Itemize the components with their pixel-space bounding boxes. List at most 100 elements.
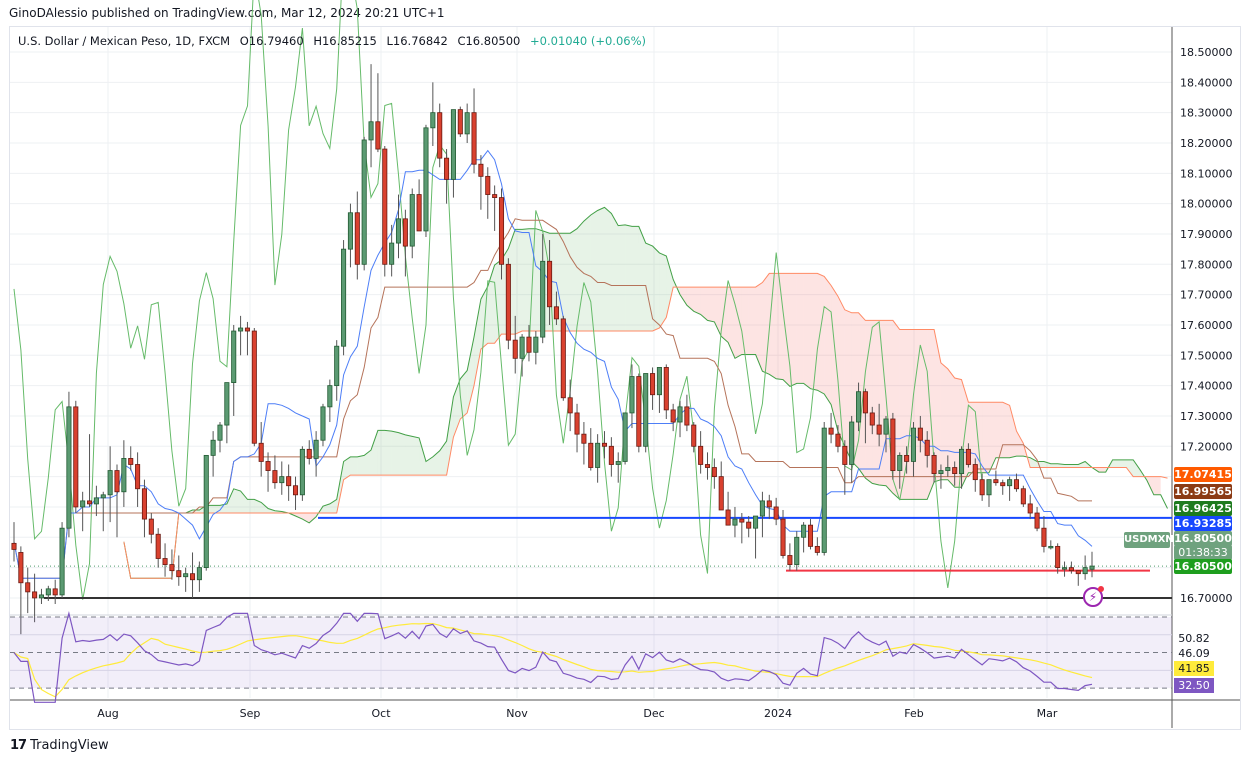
candle-body <box>1027 503 1033 514</box>
candle-body <box>904 454 910 462</box>
ichimoku-cloud <box>419 437 426 476</box>
candle-body <box>656 367 662 396</box>
ichimoku-cloud <box>583 215 591 332</box>
candle-body <box>11 542 17 550</box>
price-tick-label: 16.70000 <box>1180 592 1233 605</box>
rsi-ma-line <box>13 622 1093 698</box>
time-tick-label: 2024 <box>764 707 792 720</box>
candle-body <box>327 385 333 408</box>
ichimoku-cloud <box>995 402 1003 458</box>
ichimoku-cloud <box>989 402 996 473</box>
rsi-value-tag: 32.50 <box>1174 678 1214 693</box>
candle-body <box>368 121 374 141</box>
rsi-level-label-1: 50.82 <box>1178 632 1210 645</box>
brand-name[interactable]: TradingView <box>30 738 109 753</box>
candle-body <box>231 330 237 383</box>
ichimoku-cloud <box>343 456 351 480</box>
candle-body <box>169 564 175 572</box>
ichimoku-cloud <box>783 273 790 387</box>
candle-body <box>842 445 848 465</box>
candle-body <box>993 479 999 484</box>
kijun-sen-tag: 16.99565 <box>1174 484 1232 499</box>
candle-body <box>698 445 704 465</box>
candle-body <box>203 454 209 569</box>
ichimoku-cloud <box>947 368 955 488</box>
ichimoku-cloud <box>391 431 399 476</box>
ichimoku-cloud <box>261 502 269 514</box>
candle-body <box>286 476 292 487</box>
price-tick-label: 17.60000 <box>1180 319 1233 332</box>
time-tick-label: Aug <box>97 707 118 720</box>
candle-body <box>595 442 601 468</box>
ichimoku-cloud <box>796 273 804 384</box>
candle-body <box>581 433 587 444</box>
candle-body <box>952 467 958 474</box>
ichimoku-cloud <box>934 329 941 482</box>
candle-body <box>560 318 566 399</box>
candle-body <box>753 515 759 529</box>
ichimoku-cloud <box>377 430 385 476</box>
ichimoku-cloud <box>1126 459 1134 477</box>
candle-body <box>1048 545 1054 549</box>
candle-body <box>471 112 477 165</box>
candle-body <box>450 109 456 180</box>
tradingview-logo-icon[interactable]: 17 <box>10 738 27 753</box>
candle-body <box>162 558 168 565</box>
candle-body <box>395 218 402 244</box>
candle-body <box>313 439 319 459</box>
ichimoku-cloud <box>652 246 660 332</box>
ichimoku-cloud <box>1037 461 1044 468</box>
ichimoku-cloud <box>1078 461 1086 468</box>
ichimoku-cloud <box>336 461 344 514</box>
candle-body <box>196 567 202 581</box>
senkou-span-b-tag: 17.07415 <box>1174 467 1232 482</box>
ichimoku-cloud <box>810 273 818 391</box>
ichimoku-cloud <box>906 329 914 500</box>
senkou-span-b-line <box>123 272 1168 579</box>
ichimoku-cloud <box>329 499 337 514</box>
candle-body <box>629 376 635 414</box>
ichimoku-cloud <box>728 287 735 359</box>
candle-body <box>910 427 917 462</box>
candle-body <box>341 248 347 347</box>
time-tick-label: Dec <box>643 707 664 720</box>
price-tick-label: 17.20000 <box>1180 440 1233 453</box>
ichimoku-cloud <box>474 299 481 386</box>
candle-body <box>636 376 642 447</box>
candle-body <box>416 194 422 232</box>
ichimoku-cloud <box>425 456 433 476</box>
time-tick-label: Mar <box>1037 707 1058 720</box>
ichimoku-cloud <box>748 287 756 355</box>
ichimoku-cloud <box>398 432 406 476</box>
candle-body <box>73 406 79 508</box>
ichimoku-cloud <box>1119 459 1127 468</box>
candle-body <box>780 518 786 556</box>
candle-body <box>354 212 360 265</box>
candle-body <box>540 260 546 338</box>
candle-body <box>93 497 99 505</box>
ichimoku-cloud <box>1043 461 1051 468</box>
ichimoku-cloud <box>563 233 571 332</box>
candle-body <box>807 524 814 547</box>
notification-dot-icon <box>1098 586 1104 592</box>
candle-body <box>38 594 44 599</box>
ichimoku-cloud <box>769 273 777 379</box>
time-tick-label: Oct <box>371 707 391 720</box>
candle-body <box>601 442 608 447</box>
ichimoku-cloud <box>1009 405 1017 458</box>
candle-body <box>725 509 731 526</box>
ichimoku-cloud <box>405 434 413 476</box>
ichimoku-cloud <box>226 488 234 514</box>
ichimoku-cloud <box>837 296 845 447</box>
candle-body <box>876 424 882 435</box>
candle-body <box>375 121 381 150</box>
price-tick-label: 17.70000 <box>1180 289 1233 302</box>
ichimoku-cloud <box>755 282 763 372</box>
flash-news-icon[interactable]: ⚡ <box>1083 586 1104 607</box>
symbol-description[interactable]: U.S. Dollar / Mexican Peso, 1D, FXCM <box>18 34 231 48</box>
candle-body <box>251 330 257 444</box>
ichimoku-cloud <box>879 320 887 486</box>
ichimoku-cloud <box>700 287 708 321</box>
candle-body <box>52 588 58 596</box>
